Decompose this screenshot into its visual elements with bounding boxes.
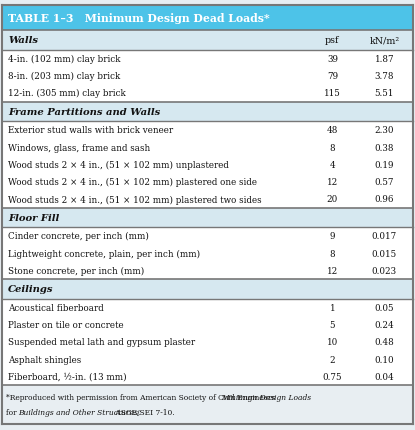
Text: 8-in. (203 mm) clay brick: 8-in. (203 mm) clay brick xyxy=(8,72,120,81)
Text: 0.38: 0.38 xyxy=(375,143,394,152)
Text: 39: 39 xyxy=(327,55,338,64)
Bar xyxy=(2,191,413,208)
Text: ASCE/SEI 7-10.: ASCE/SEI 7-10. xyxy=(113,408,175,416)
Bar xyxy=(2,174,413,191)
Text: Cinder concrete, per inch (mm): Cinder concrete, per inch (mm) xyxy=(8,232,149,241)
Text: 48: 48 xyxy=(327,126,338,135)
Text: Exterior stud walls with brick veneer: Exterior stud walls with brick veneer xyxy=(8,126,173,135)
Bar xyxy=(2,139,413,157)
Text: Buildings and Other Structures,: Buildings and Other Structures, xyxy=(19,408,141,416)
Text: 2.30: 2.30 xyxy=(375,126,394,135)
Text: Walls: Walls xyxy=(8,36,38,45)
Text: Stone concrete, per inch (mm): Stone concrete, per inch (mm) xyxy=(8,266,144,275)
Text: Plaster on tile or concrete: Plaster on tile or concrete xyxy=(8,320,124,329)
Text: 0.96: 0.96 xyxy=(375,195,394,204)
Text: TABLE 1–3   Minimum Design Dead Loads*: TABLE 1–3 Minimum Design Dead Loads* xyxy=(8,13,270,24)
Bar xyxy=(2,333,413,351)
Text: 12: 12 xyxy=(327,178,338,187)
Text: 0.24: 0.24 xyxy=(374,320,394,329)
Text: 0.48: 0.48 xyxy=(374,338,394,347)
Text: psf: psf xyxy=(325,36,339,45)
Bar xyxy=(2,280,413,299)
Text: Ceilings: Ceilings xyxy=(8,285,54,294)
Text: 12-in. (305 mm) clay brick: 12-in. (305 mm) clay brick xyxy=(8,89,126,98)
Text: 79: 79 xyxy=(327,72,338,81)
Text: 8: 8 xyxy=(330,249,335,258)
Bar xyxy=(2,227,413,245)
Text: Windows, glass, frame and sash: Windows, glass, frame and sash xyxy=(8,143,150,152)
Bar xyxy=(2,157,413,174)
Text: 8: 8 xyxy=(330,143,335,152)
Bar xyxy=(2,316,413,333)
Text: 0.19: 0.19 xyxy=(375,160,394,169)
Bar xyxy=(2,351,413,368)
Text: 0.75: 0.75 xyxy=(322,372,342,381)
Bar xyxy=(2,68,413,85)
Bar xyxy=(2,245,413,262)
Bar xyxy=(2,368,413,385)
Text: Suspended metal lath and gypsum plaster: Suspended metal lath and gypsum plaster xyxy=(8,338,195,347)
Text: 0.10: 0.10 xyxy=(375,355,394,364)
Bar xyxy=(2,51,413,68)
Text: 0.04: 0.04 xyxy=(374,372,394,381)
Text: Wood studs 2 × 4 in., (51 × 102 mm) unplastered: Wood studs 2 × 4 in., (51 × 102 mm) unpl… xyxy=(8,160,229,169)
Text: 0.05: 0.05 xyxy=(375,303,394,312)
Text: *Reproduced with permission from American Society of Civil Engineers: *Reproduced with permission from America… xyxy=(6,393,278,401)
Text: for: for xyxy=(6,408,19,416)
Text: 3.78: 3.78 xyxy=(375,72,394,81)
Text: 20: 20 xyxy=(327,195,338,204)
Text: 5: 5 xyxy=(330,320,335,329)
Text: 0.017: 0.017 xyxy=(372,232,397,241)
Text: 5.51: 5.51 xyxy=(375,89,394,98)
Text: Wood studs 2 × 4 in., (51 × 102 mm) plastered two sides: Wood studs 2 × 4 in., (51 × 102 mm) plas… xyxy=(8,195,262,204)
Bar xyxy=(2,208,413,227)
Text: Fiberboard, ½-in. (13 mm): Fiberboard, ½-in. (13 mm) xyxy=(8,372,127,381)
Text: Lightweight concrete, plain, per inch (mm): Lightweight concrete, plain, per inch (m… xyxy=(8,249,200,258)
Text: 0.57: 0.57 xyxy=(375,178,394,187)
Text: 115: 115 xyxy=(324,89,341,98)
Bar xyxy=(2,102,413,122)
Text: 1: 1 xyxy=(330,303,335,312)
Text: 2: 2 xyxy=(330,355,335,364)
Text: 10: 10 xyxy=(327,338,338,347)
Text: 4-in. (102 mm) clay brick: 4-in. (102 mm) clay brick xyxy=(8,55,121,64)
Text: kN/m²: kN/m² xyxy=(369,36,400,45)
Bar xyxy=(2,299,413,316)
Bar xyxy=(2,6,413,31)
Text: Acoustical fiberboard: Acoustical fiberboard xyxy=(8,303,104,312)
Bar xyxy=(2,122,413,139)
Text: Asphalt shingles: Asphalt shingles xyxy=(8,355,81,364)
Text: 0.015: 0.015 xyxy=(372,249,397,258)
Text: 12: 12 xyxy=(327,266,338,275)
Text: 9: 9 xyxy=(330,232,335,241)
Text: 1.87: 1.87 xyxy=(375,55,394,64)
Bar xyxy=(2,31,413,51)
Text: Frame Partitions and Walls: Frame Partitions and Walls xyxy=(8,108,161,117)
Text: 4: 4 xyxy=(330,160,335,169)
Text: 0.023: 0.023 xyxy=(372,266,397,275)
Text: Minimum Design Loads: Minimum Design Loads xyxy=(221,393,311,401)
Bar xyxy=(2,85,413,102)
Text: Wood studs 2 × 4 in., (51 × 102 mm) plastered one side: Wood studs 2 × 4 in., (51 × 102 mm) plas… xyxy=(8,178,257,187)
Text: Floor Fill: Floor Fill xyxy=(8,213,59,222)
Bar xyxy=(2,262,413,280)
